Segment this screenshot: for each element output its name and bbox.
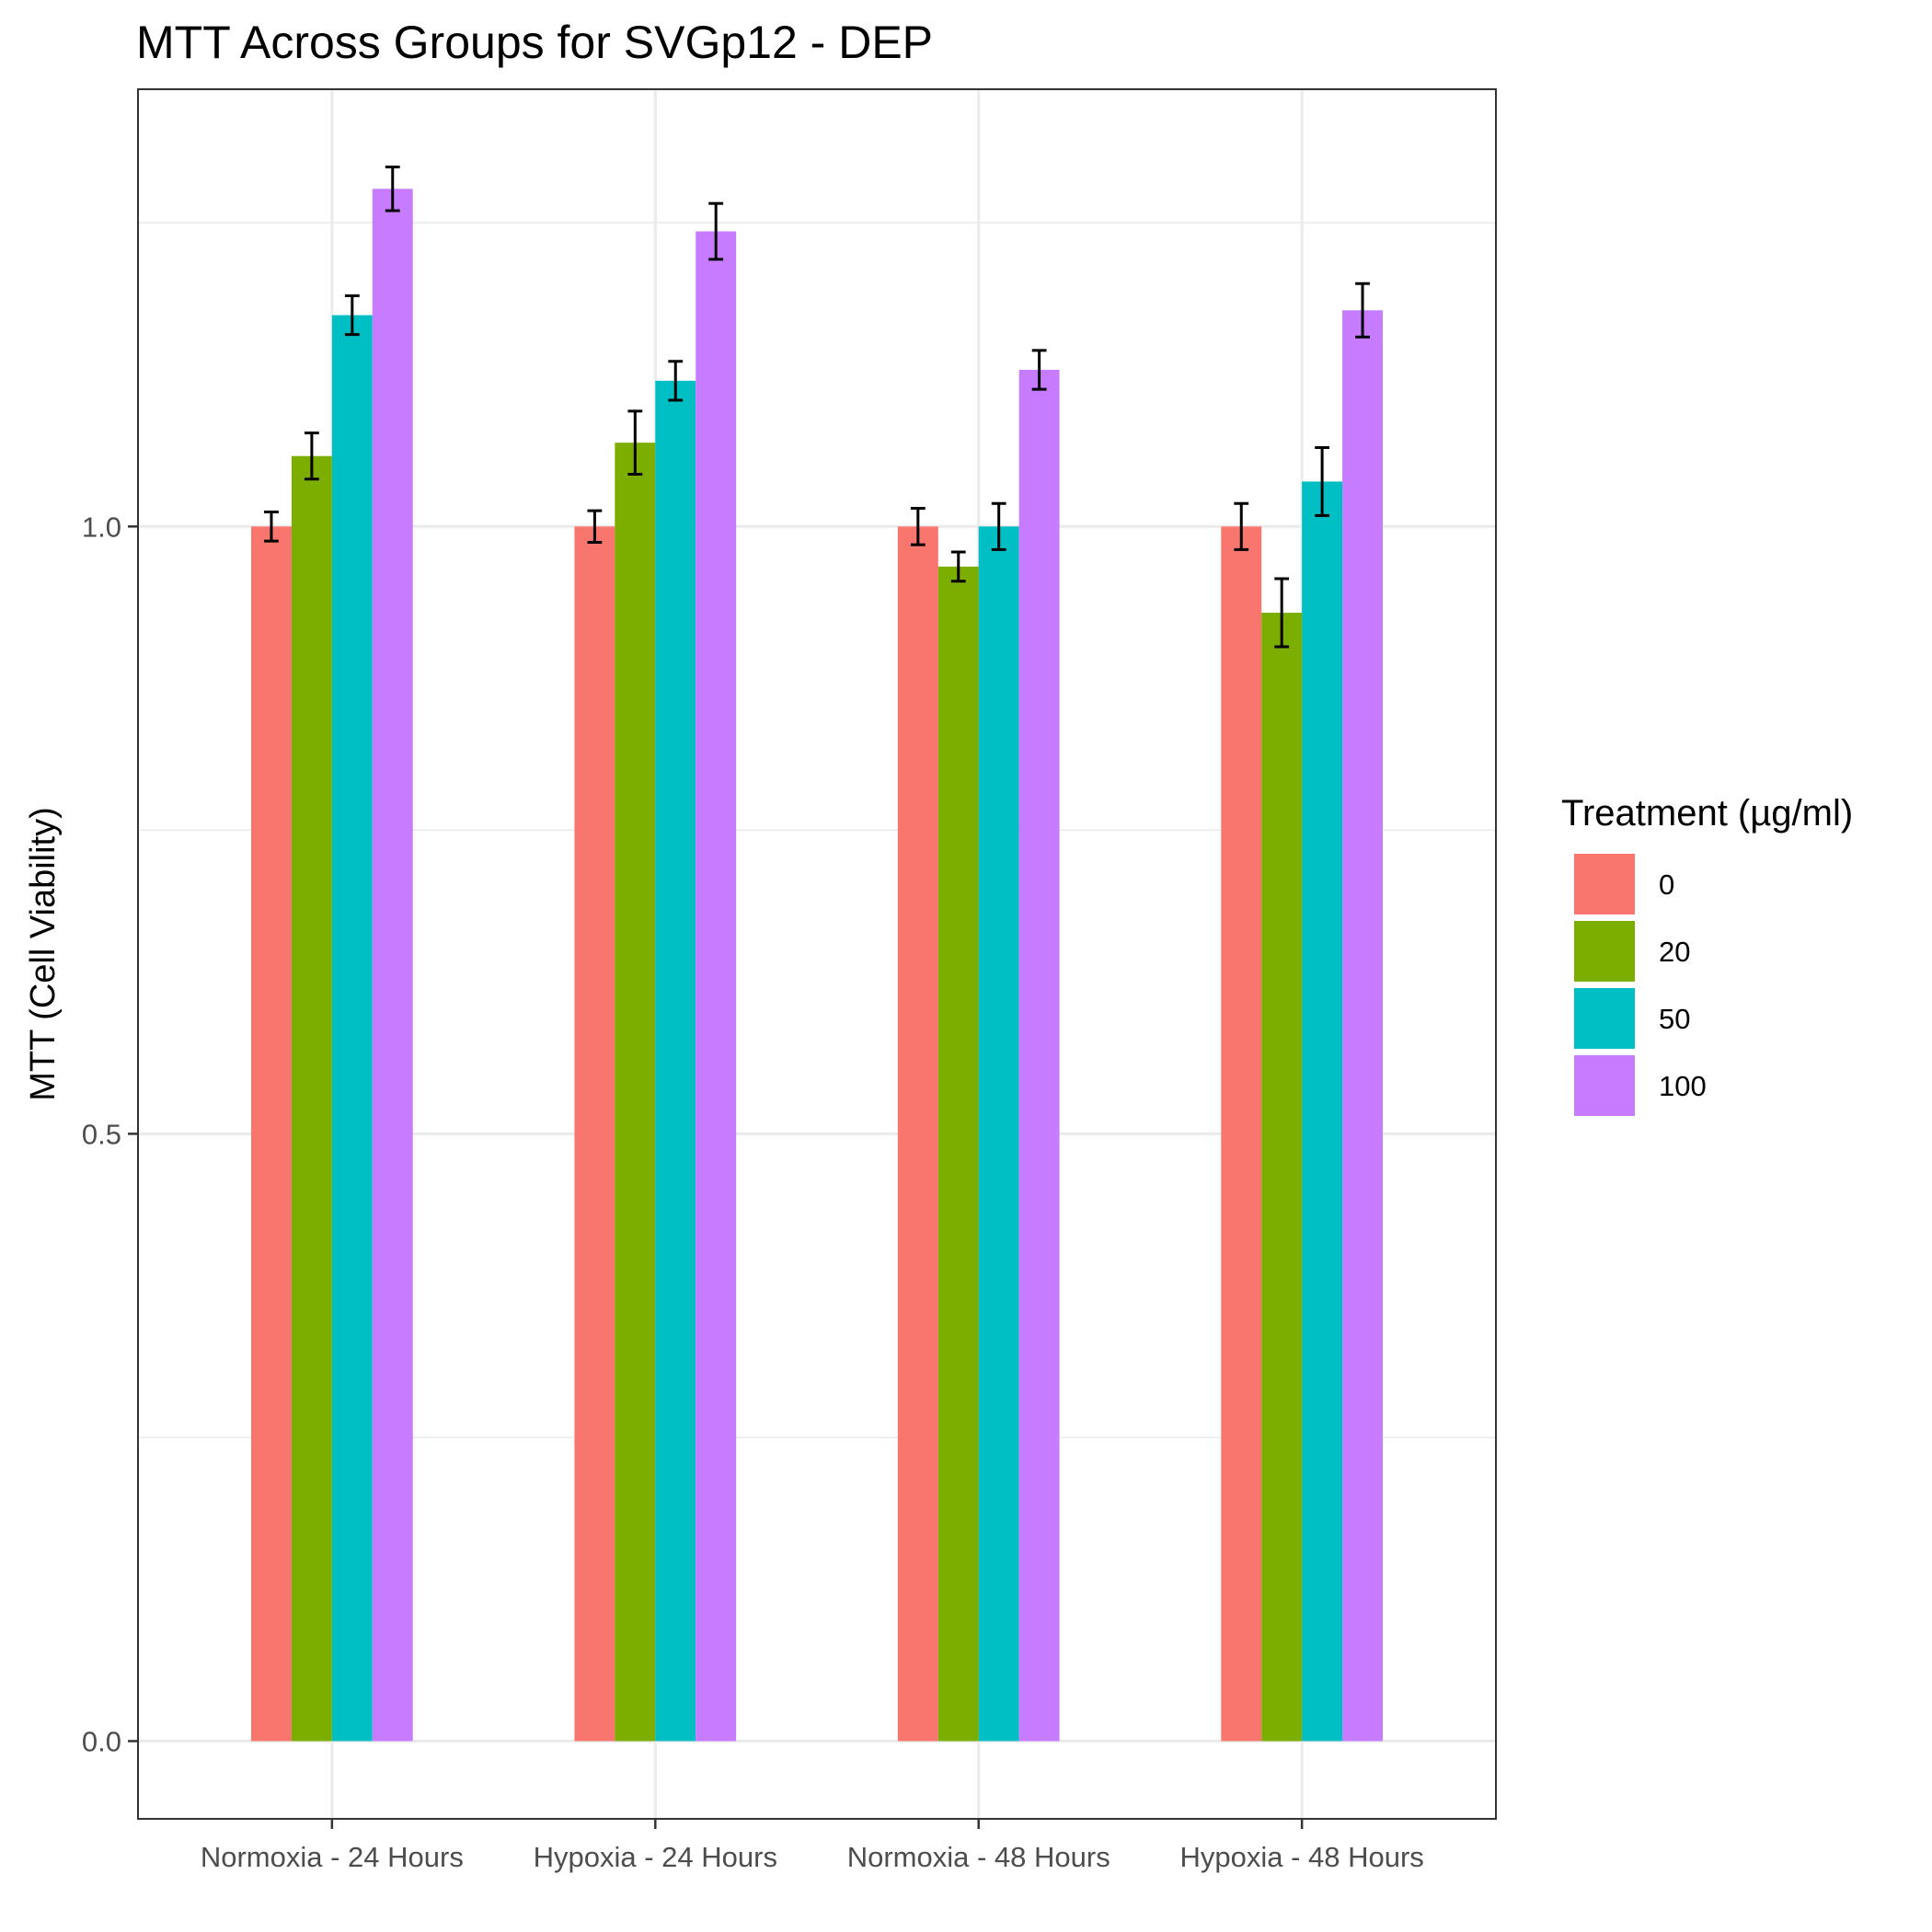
x-tick-label: Hypoxia - 48 Hours	[1179, 1841, 1423, 1873]
legend-label: 50	[1659, 1003, 1690, 1035]
error-bar	[264, 510, 279, 543]
bar	[1261, 613, 1303, 1742]
legend-entry: 0	[1574, 854, 1674, 914]
bar	[251, 526, 292, 1742]
error-bar	[708, 201, 724, 261]
error-bar	[910, 506, 926, 546]
error-bar	[627, 409, 643, 477]
legend-swatch	[1574, 988, 1635, 1049]
x-tick-label: Normoxia - 48 Hours	[847, 1841, 1110, 1873]
legend: Treatment (µg/ml) 0 20 50 100	[1561, 793, 1853, 1116]
bar	[331, 315, 373, 1742]
error-bar	[1315, 445, 1330, 517]
legend-title: Treatment (µg/ml)	[1561, 793, 1853, 834]
error-bar	[991, 501, 1006, 551]
y-axis-title: MTT (Cell Viability)	[24, 807, 63, 1101]
x-axis: Normoxia - 24 Hours Hypoxia - 24 Hours Nor…	[201, 1819, 1424, 1873]
legend-label: 0	[1659, 868, 1674, 901]
error-bar	[344, 293, 360, 337]
x-tick-label: Normoxia - 24 Hours	[201, 1841, 464, 1873]
bar	[1018, 369, 1060, 1742]
y-tick-label: 1.0	[82, 511, 121, 543]
bar	[655, 380, 696, 1742]
error-bar	[950, 550, 966, 583]
error-bar	[1234, 501, 1249, 551]
bar	[937, 566, 979, 1742]
plot-panel-border	[137, 88, 1497, 1820]
bar	[897, 526, 938, 1742]
error-bar	[304, 431, 319, 481]
error-bar	[385, 165, 400, 213]
bar	[1302, 481, 1343, 1742]
bar	[574, 526, 615, 1742]
bars	[251, 189, 1383, 1742]
bar	[1221, 526, 1262, 1742]
error-bar	[1031, 349, 1047, 391]
legend-label: 20	[1659, 936, 1690, 968]
legend-entry: 100	[1574, 1055, 1707, 1116]
legend-swatch	[1574, 921, 1635, 982]
error-bar	[587, 509, 603, 544]
legend-swatch	[1574, 854, 1635, 914]
bar	[291, 455, 332, 1742]
x-tick-label: Hypoxia - 24 Hours	[534, 1841, 777, 1873]
legend-swatch	[1574, 1055, 1635, 1116]
bar	[978, 526, 1019, 1742]
chart-title: MTT Across Groups for SVGp12 - DEP	[136, 17, 933, 68]
error-bar	[668, 360, 684, 402]
y-tick-label: 0.5	[82, 1118, 121, 1150]
bar	[372, 189, 413, 1742]
legend-entry: 20	[1574, 921, 1690, 982]
y-tick-label: 0.0	[82, 1726, 121, 1758]
y-axis: 0.0 0.5 1.0	[82, 511, 138, 1758]
bar	[615, 443, 656, 1742]
error-bar	[1274, 577, 1290, 649]
bar	[696, 231, 737, 1742]
legend-label: 100	[1659, 1070, 1707, 1102]
bar	[1342, 310, 1383, 1742]
error-bar	[1355, 282, 1370, 339]
error-bars	[264, 165, 1370, 649]
legend-entry: 50	[1574, 988, 1690, 1049]
